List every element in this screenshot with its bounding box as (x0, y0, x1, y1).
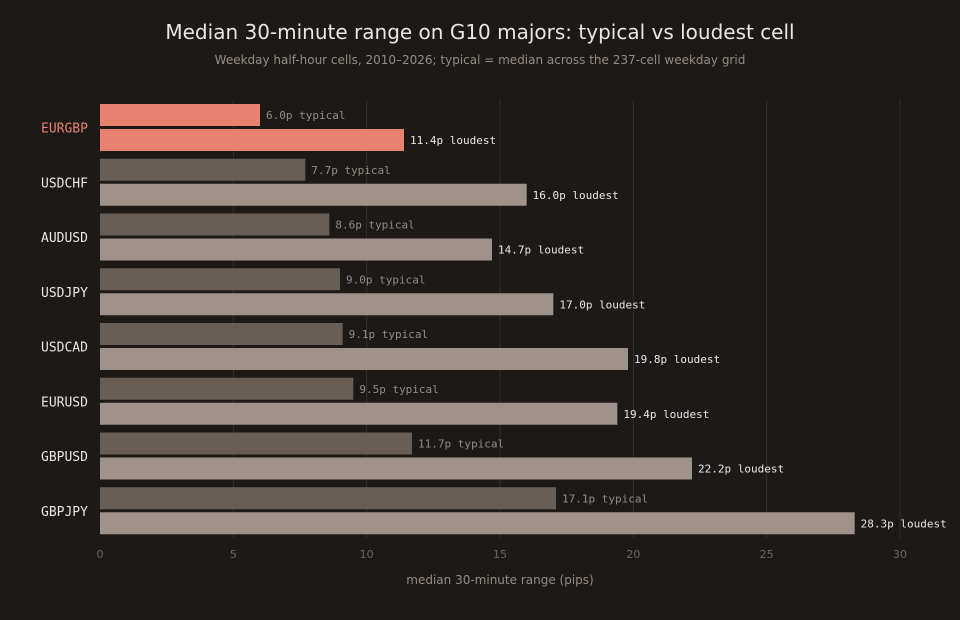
chart-subtitle: Weekday half-hour cells, 2010–2026; typi… (214, 53, 746, 67)
x-tick-label: 30 (893, 548, 907, 561)
typical-value-label: 6.0p typical (266, 109, 345, 122)
category-label: AUDUSD (41, 231, 88, 246)
loudest-value-label: 22.2p loudest (698, 463, 784, 476)
loudest-bar (100, 183, 527, 206)
typical-value-label: 7.7p typical (311, 164, 390, 177)
typical-value-label: 17.1p typical (562, 492, 648, 505)
loudest-bar (100, 512, 855, 535)
typical-value-label: 9.1p typical (349, 328, 428, 341)
typical-value-label: 9.0p typical (346, 273, 425, 286)
typical-bar (100, 487, 556, 510)
category-label: USDCAD (41, 341, 88, 356)
typical-bar (100, 432, 412, 455)
typical-bar (100, 323, 343, 345)
category-label: GBPUSD (41, 450, 88, 465)
x-tick-label: 20 (626, 548, 640, 561)
typical-bar (100, 213, 330, 236)
loudest-value-label: 14.7p loudest (498, 244, 584, 257)
category-labels: EURGBP USDCHF AUDUSD USDJPY USDCAD EURUSD GBPU… (41, 122, 88, 520)
x-tick-label: 5 (230, 548, 237, 561)
data-labels: 6.0p typical 11.4p loudest 7.7p typical 16.… (266, 109, 947, 530)
x-tick-label: 25 (760, 548, 774, 561)
typical-bar (100, 158, 306, 181)
loudest-bar (100, 402, 618, 425)
loudest-value-label: 17.0p loudest (559, 298, 645, 311)
typical-bar (100, 104, 260, 126)
loudest-value-label: 28.3p loudest (861, 517, 947, 530)
loudest-bar (100, 457, 692, 480)
category-label: GBPJPY (41, 505, 88, 520)
typical-bar (100, 377, 354, 400)
category-label: USDCHF (41, 176, 88, 191)
category-label: USDJPY (41, 286, 88, 301)
bars (100, 104, 855, 535)
typical-value-label: 8.6p typical (335, 219, 414, 232)
x-tick-label: 10 (360, 548, 374, 561)
loudest-bar (100, 238, 492, 261)
typical-value-label: 11.7p typical (418, 438, 504, 451)
category-label: EURUSD (41, 395, 88, 410)
x-tick-labels: 0 5 10 15 20 25 30 (97, 548, 908, 561)
loudest-bar (100, 293, 554, 316)
loudest-bar (100, 348, 628, 370)
typical-value-label: 9.5p typical (359, 383, 438, 396)
chart-title: Median 30-minute range on G10 majors: ty… (165, 20, 795, 44)
loudest-value-label: 19.8p loudest (634, 353, 720, 366)
loudest-bar (100, 129, 404, 151)
loudest-value-label: 19.4p loudest (623, 408, 709, 421)
typical-bar (100, 268, 340, 291)
x-tick-label: 0 (97, 548, 104, 561)
loudest-value-label: 16.0p loudest (533, 189, 619, 202)
category-label: EURGBP (41, 122, 88, 137)
loudest-value-label: 11.4p loudest (410, 134, 496, 147)
x-axis-label: median 30-minute range (pips) (406, 573, 593, 587)
x-tick-label: 15 (493, 548, 507, 561)
